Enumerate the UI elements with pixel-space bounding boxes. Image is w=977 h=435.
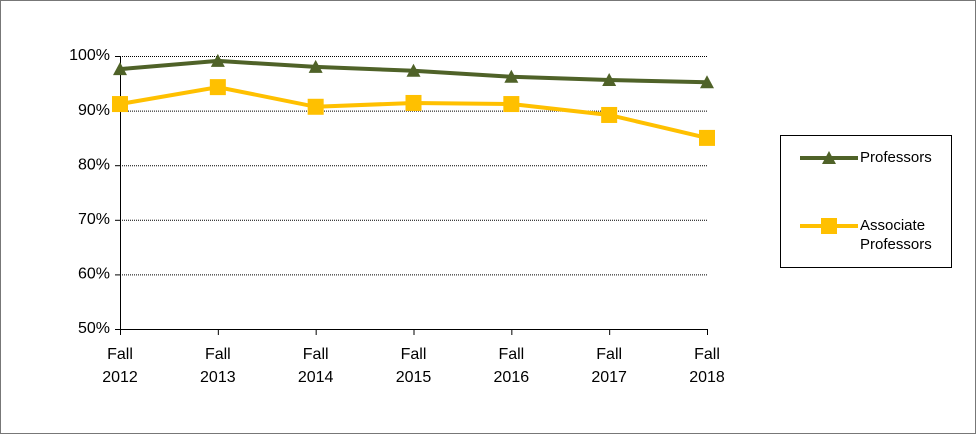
y-tick-label: 90% [78, 102, 110, 119]
data-point [405, 94, 422, 111]
x-tick-label: Fall 2017 [591, 346, 627, 386]
legend-label: Professors [860, 149, 932, 166]
data-point [602, 73, 617, 87]
data-point [406, 63, 421, 77]
y-tick-label: 60% [78, 266, 110, 283]
data-point [113, 62, 127, 76]
data-point [209, 79, 226, 96]
legend-marker [822, 151, 836, 164]
x-tick-label: Fall 2013 [200, 346, 236, 386]
y-tick-label: 70% [78, 211, 110, 228]
legend-label: Associate Professors [860, 217, 932, 253]
x-tick-label: Fall 2015 [395, 346, 432, 386]
data-point [699, 129, 715, 146]
data-point [504, 69, 519, 83]
x-tick-label: Fall 2014 [297, 346, 334, 386]
x-tick-label: Fall 2016 [493, 346, 530, 386]
x-tick-label: Fall 2012 [102, 346, 138, 386]
x-tick-label: Fall 2018 [689, 346, 725, 386]
data-point [112, 96, 128, 113]
legend-marker [821, 218, 837, 234]
y-tick-label: 50% [78, 320, 110, 337]
y-tick-label: 100% [69, 47, 110, 64]
data-point [308, 59, 323, 73]
data-point [601, 106, 618, 123]
data-point [210, 53, 225, 67]
data-point [700, 75, 714, 89]
data-point [503, 96, 520, 113]
data-point [307, 98, 324, 115]
y-tick-label: 80% [78, 156, 110, 173]
